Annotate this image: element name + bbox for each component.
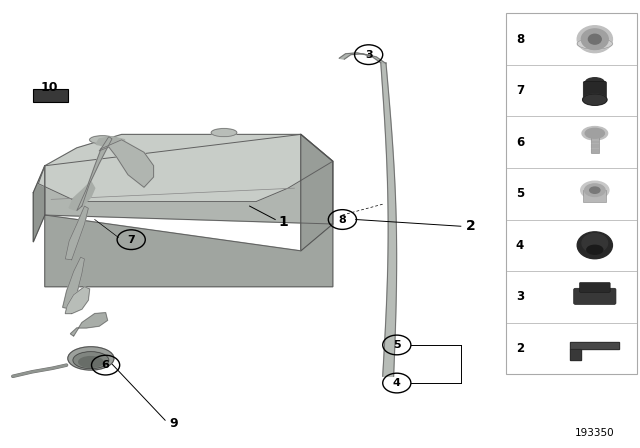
FancyBboxPatch shape [33,89,68,102]
Text: 9: 9 [170,417,178,430]
Text: 8: 8 [339,215,346,224]
Text: 6: 6 [516,136,524,149]
Text: 3: 3 [365,50,372,60]
Ellipse shape [582,234,607,253]
Ellipse shape [577,38,612,49]
Ellipse shape [587,246,603,254]
Ellipse shape [588,34,601,44]
Polygon shape [381,63,397,376]
FancyBboxPatch shape [583,190,606,202]
FancyBboxPatch shape [579,283,610,293]
Ellipse shape [68,347,114,370]
Ellipse shape [580,181,609,199]
Ellipse shape [582,94,607,105]
Polygon shape [339,53,386,64]
Ellipse shape [582,126,607,140]
Polygon shape [69,181,95,211]
Ellipse shape [581,29,608,49]
Polygon shape [63,257,84,309]
FancyBboxPatch shape [506,13,637,374]
Text: 5: 5 [516,187,524,200]
Ellipse shape [577,26,612,52]
Ellipse shape [73,352,109,369]
Text: 1: 1 [278,215,288,229]
Polygon shape [33,166,45,242]
Text: 4: 4 [393,378,401,388]
Text: 2: 2 [466,219,476,233]
Text: 10: 10 [40,81,58,94]
Text: 3: 3 [516,290,524,303]
Text: 7: 7 [516,84,524,97]
Polygon shape [70,313,108,336]
FancyBboxPatch shape [573,289,616,305]
Ellipse shape [585,128,604,138]
Text: 4: 4 [516,239,524,252]
FancyBboxPatch shape [591,133,598,153]
Polygon shape [38,134,333,202]
Polygon shape [99,140,154,187]
Polygon shape [570,349,580,360]
Text: 7: 7 [127,235,135,245]
Polygon shape [65,206,88,260]
Ellipse shape [211,129,237,137]
Polygon shape [301,134,333,251]
Polygon shape [96,137,125,147]
Text: 193350: 193350 [575,428,614,438]
Polygon shape [65,287,90,314]
Text: 8: 8 [516,33,524,46]
FancyBboxPatch shape [583,82,606,101]
Ellipse shape [90,136,115,144]
Polygon shape [570,342,619,349]
Ellipse shape [585,78,604,87]
Ellipse shape [577,232,612,259]
Ellipse shape [584,184,605,196]
Polygon shape [45,134,333,224]
Polygon shape [77,137,112,211]
Ellipse shape [79,357,103,367]
Text: 2: 2 [516,342,524,355]
Text: 5: 5 [393,340,401,350]
Polygon shape [45,215,333,287]
Ellipse shape [589,187,600,194]
Text: 6: 6 [102,360,109,370]
